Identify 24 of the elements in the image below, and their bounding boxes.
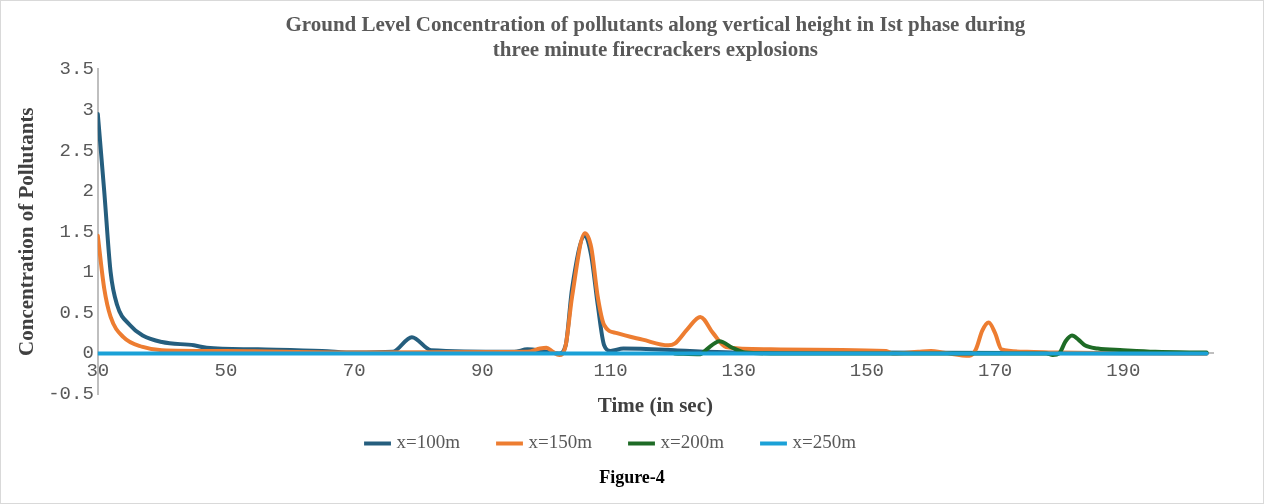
x-tick-label: 90 (470, 359, 494, 382)
legend-label: x=150m (528, 431, 593, 453)
x-tick-label: 130 (721, 359, 756, 382)
y-tick-label: 3 (82, 99, 94, 122)
x-axis-title: Time (in sec) (597, 393, 713, 418)
y-tick-label: 2 (82, 180, 94, 203)
x-tick-label: 170 (977, 359, 1013, 382)
x-tick-label: 70 (342, 359, 366, 382)
x-tick-label: 110 (593, 359, 628, 382)
x-tick-label: 150 (849, 359, 885, 382)
legend-label: x=200m (660, 431, 725, 453)
y-axis-title: Concentration of Pollutants (14, 107, 39, 356)
legend-label: x=100m (396, 431, 461, 453)
y-tick-label: -0.5 (48, 383, 94, 406)
y-tick-label: 2.5 (59, 139, 94, 162)
text: Figure-4 (598, 467, 666, 488)
x-tick-label: 190 (1106, 359, 1141, 382)
y-tick-label: 1.5 (59, 220, 94, 243)
y-tick-label: 0.5 (59, 301, 94, 324)
y-tick-label: 1 (82, 261, 94, 284)
legend-label: x=250m (792, 431, 857, 453)
chart-title: Ground Level Concentration of pollutants along vertical height in Ist phase during three minute firecrackers explosions (285, 12, 1026, 62)
x-tick-label: 50 (214, 359, 238, 382)
y-tick-label: 3.5 (59, 58, 94, 81)
